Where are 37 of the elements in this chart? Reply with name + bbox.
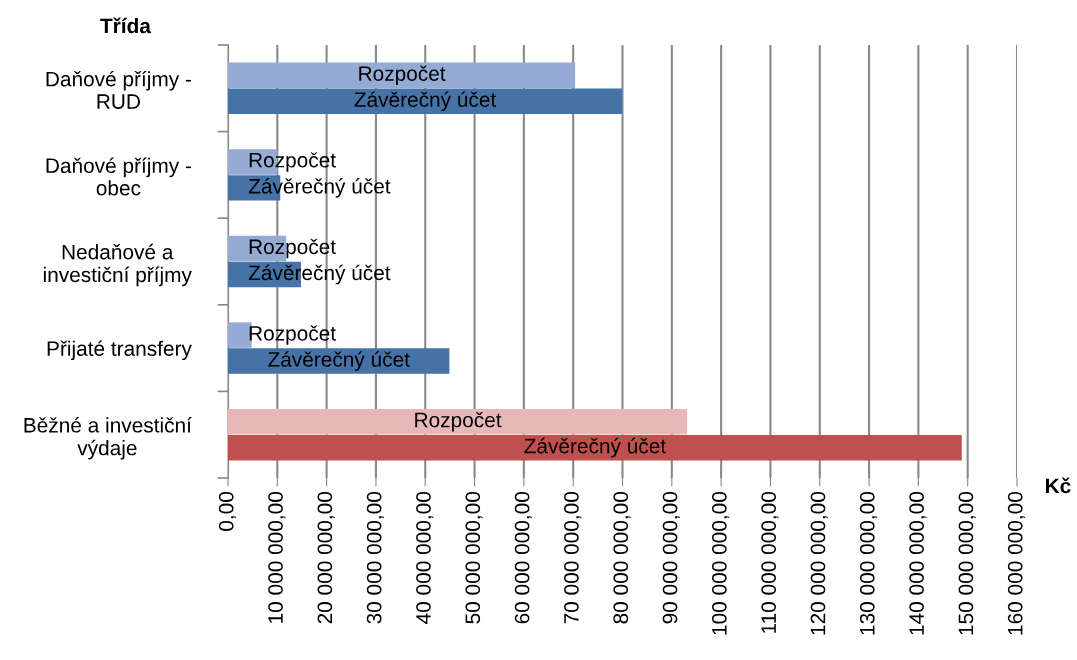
x-tick-label: 0,00 xyxy=(218,492,237,531)
bar xyxy=(228,348,450,374)
x-tick-label: 140 000 000,00 xyxy=(909,491,927,635)
x-tick-label: 10 000 000,00 xyxy=(268,492,286,623)
x-tick-label: 60 000 000,00 xyxy=(514,492,532,624)
x-tick-label: 30 000 000,00 xyxy=(366,492,384,624)
x-tick-label: 150 000 000,00 xyxy=(958,491,976,635)
x-tick-label: 20 000 000,00 xyxy=(317,492,335,624)
text: Závěrečný účet xyxy=(524,437,666,458)
text: Rozpočet xyxy=(249,238,336,259)
y-tick-label: Běžné a investiční výdaje xyxy=(24,417,192,460)
x-tick-label: 110 000 000,00 xyxy=(761,491,779,633)
text: Rozpočet xyxy=(415,411,502,432)
x-tick-label: 50 000 000,00 xyxy=(465,492,483,624)
y-tick-label: Přijaté transfery xyxy=(47,340,192,361)
series-label: Rozpočet xyxy=(249,325,336,345)
x-tick-label: 70 000 000,00 xyxy=(564,492,582,624)
text: Rozpočet xyxy=(249,152,336,172)
series-label: Závěrečný účet xyxy=(268,351,410,371)
x-tick-label: 80 000 000,00 xyxy=(613,492,631,624)
bar xyxy=(228,408,688,435)
x-tick-label: 120 000 000,00 xyxy=(810,491,828,635)
x-tick-label: 160 000 000,00 xyxy=(1007,491,1026,635)
y-axis-title: Třída xyxy=(100,17,152,34)
y-tick-label: Daňové příjmy - RUD xyxy=(46,70,191,109)
x-axis-title: Kč xyxy=(1046,477,1071,494)
text: Rozpočet xyxy=(359,65,446,86)
x-tick-label: 130 000 000,00 xyxy=(859,491,878,635)
bar xyxy=(228,434,962,461)
y-tick-label: Nedaňové a investiční příjmy xyxy=(43,243,192,287)
bar xyxy=(228,88,623,115)
x-tick-label: 100 000 000,00 xyxy=(711,491,730,635)
x-tick-label: 40 000 000,00 xyxy=(416,492,434,624)
y-tick-label: Daňové příjmy - obec xyxy=(46,157,191,196)
text: Závěrečný účet xyxy=(354,91,497,112)
bar xyxy=(228,62,576,89)
x-tick-label: 90 000 000,00 xyxy=(662,492,680,624)
